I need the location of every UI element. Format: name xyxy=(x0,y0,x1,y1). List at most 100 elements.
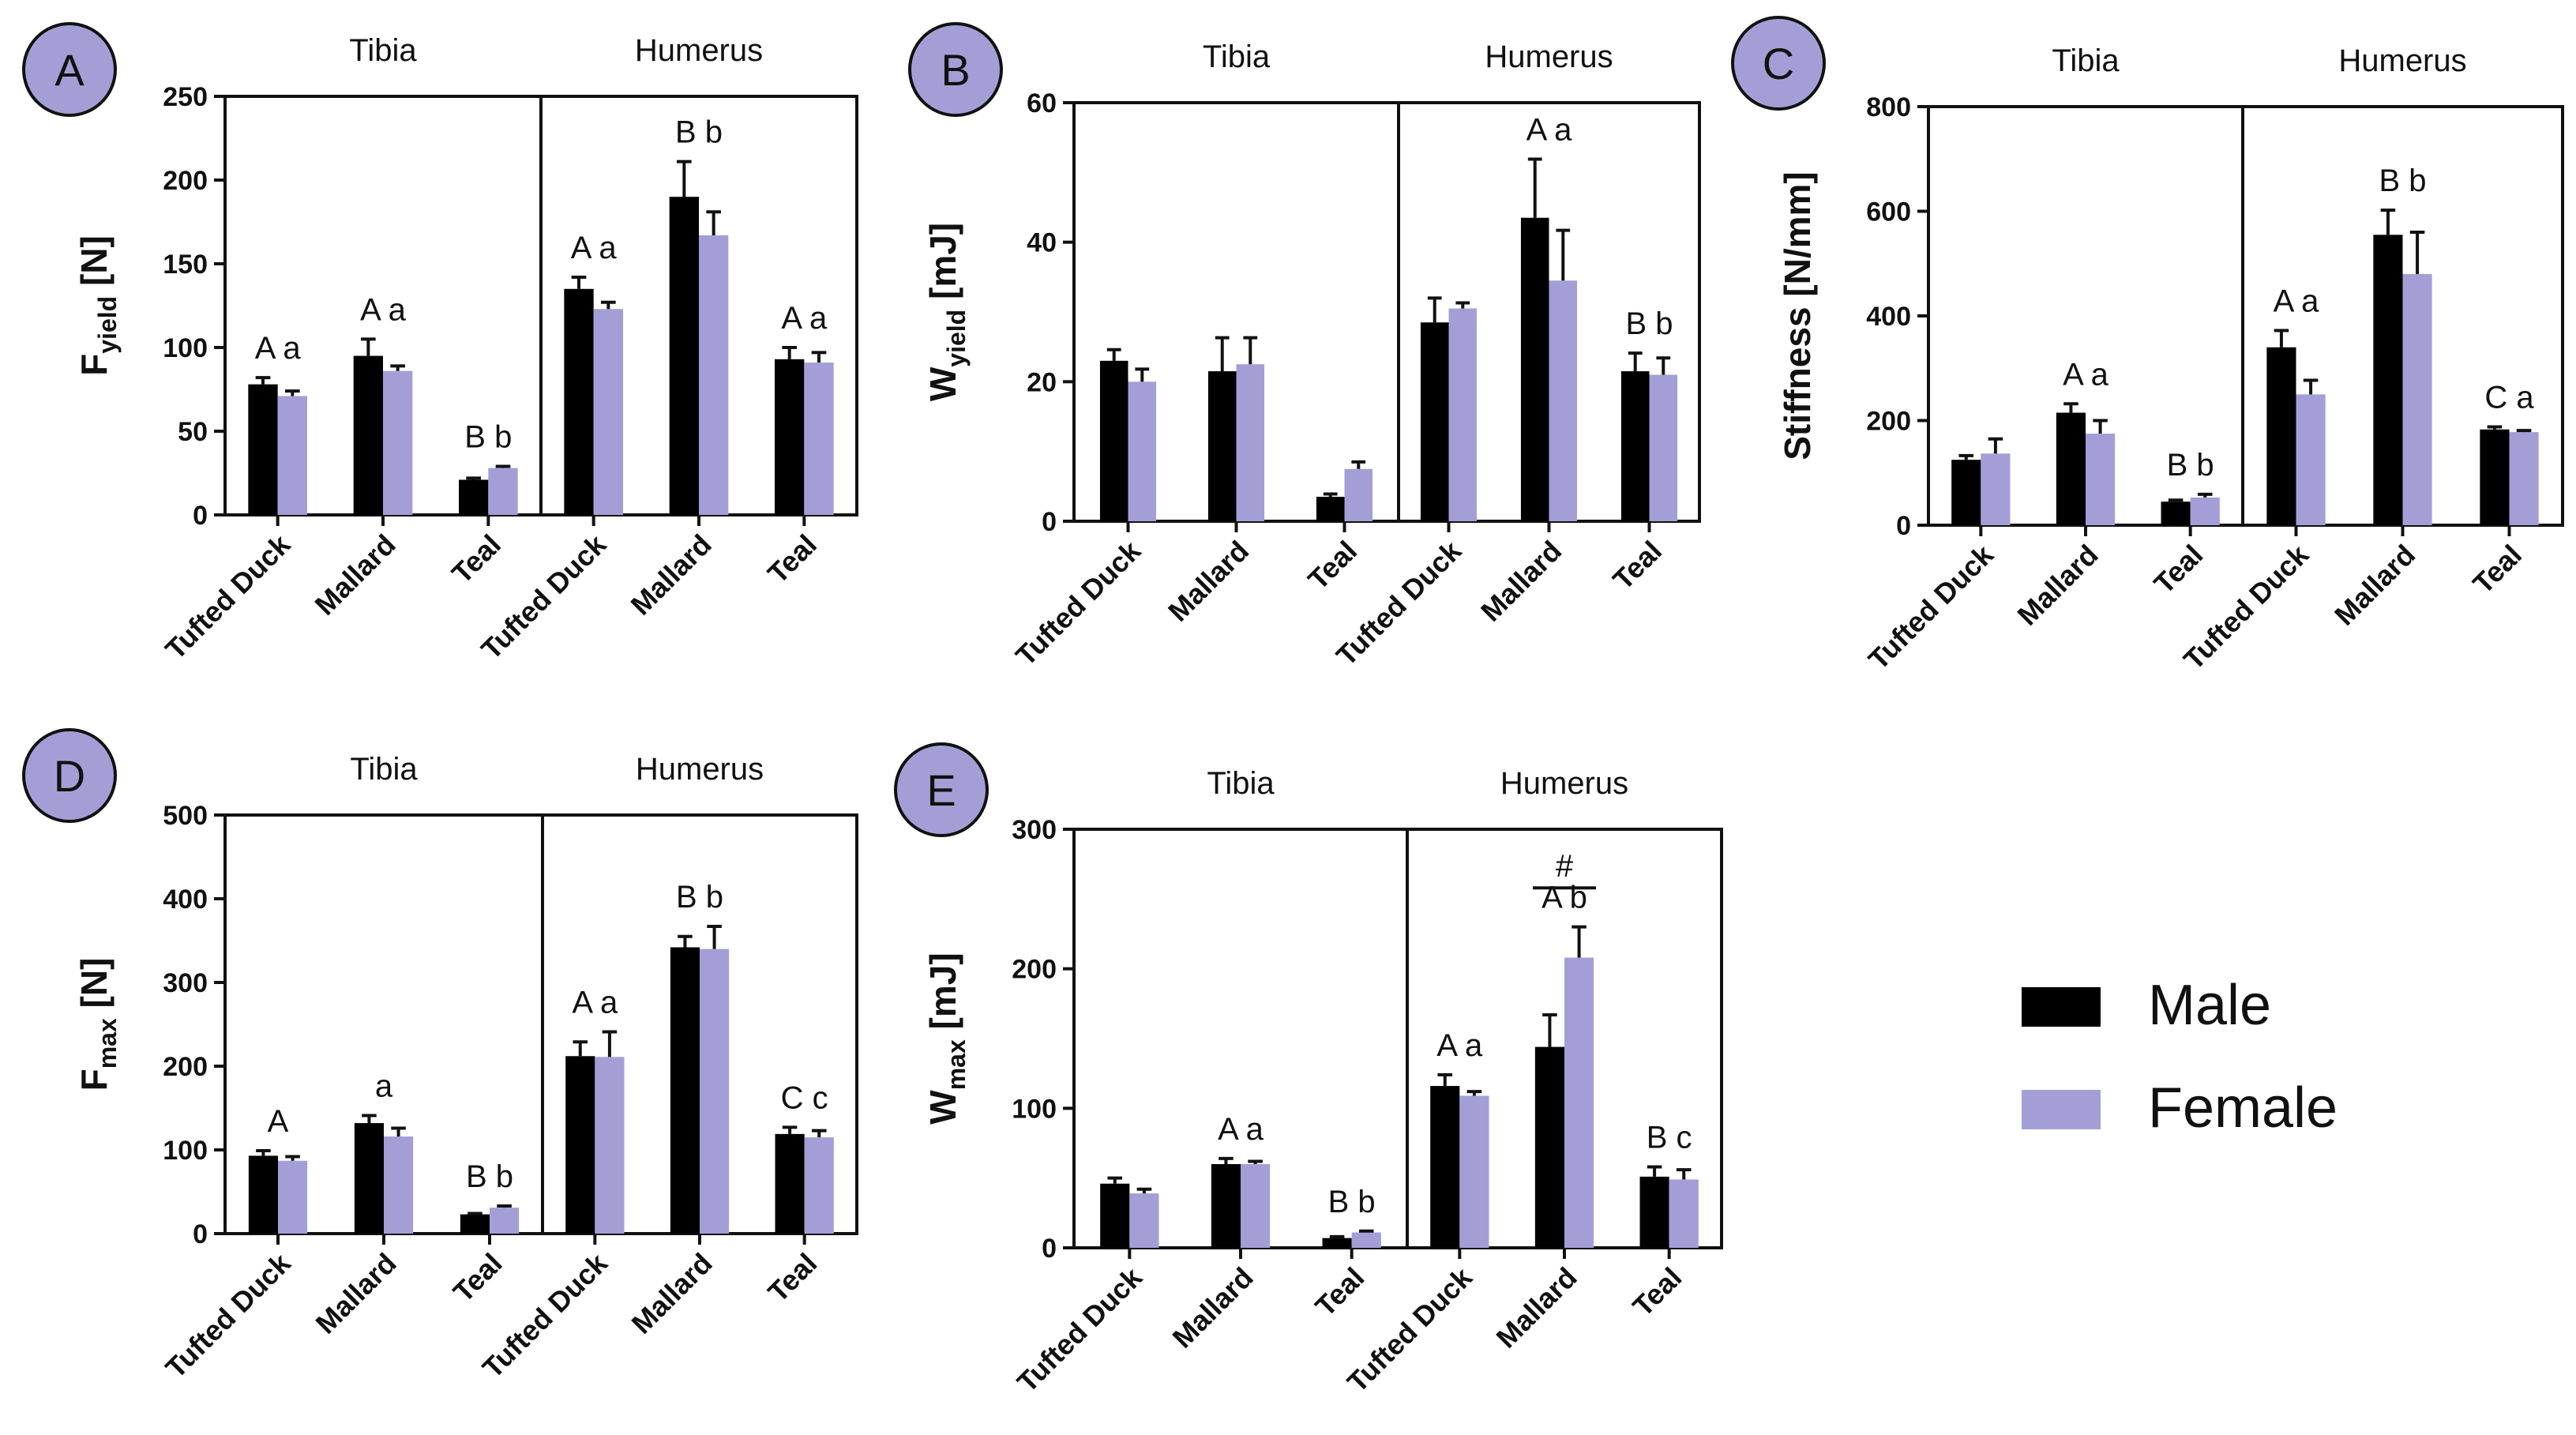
panel-e-category-label: Teal xyxy=(1309,1261,1370,1323)
panel-d-category-label: Tufted Duck xyxy=(159,1246,297,1384)
panel-c-category-label: Teal xyxy=(2147,539,2209,600)
panel-b-sig-letters: B b xyxy=(1625,306,1673,341)
panel-d-ytick-label: 500 xyxy=(163,801,208,831)
panel-e-bar-female xyxy=(1351,1232,1381,1248)
panel-b-category-label: Mallard xyxy=(1474,535,1568,628)
legend-swatch-male xyxy=(2022,987,2101,1027)
panel-b-bar-male xyxy=(1099,360,1128,521)
panel-a-badge-letter: A xyxy=(54,45,84,95)
panel-d-category-label: Teal xyxy=(447,1247,509,1309)
panel-a-sig-letters: A a xyxy=(255,331,302,366)
panel-d-ytick-label: 100 xyxy=(163,1136,208,1166)
panel-c-bar-female xyxy=(2509,432,2539,525)
panel-d-badge xyxy=(22,728,117,823)
panel-a-sig-letters: B b xyxy=(675,115,723,150)
panel-d-category-label: Teal xyxy=(761,1247,823,1309)
panel-b-bar-female xyxy=(1649,374,1678,521)
panel-c-badge-letter: C xyxy=(1763,39,1794,88)
panel-d-group-label: Humerus xyxy=(636,752,764,787)
panel-a-category-label: Teal xyxy=(445,528,507,590)
panel-c-category-label: Tufted Duck xyxy=(1862,538,2000,676)
legend-swatch-female xyxy=(2022,1090,2101,1129)
panel-b-badge-letter: B xyxy=(941,45,970,95)
panel-b-bar-male xyxy=(1316,497,1345,521)
panel-c-ytick-label: 200 xyxy=(1866,407,1911,437)
panel-e-bar-male xyxy=(1322,1238,1352,1248)
panel-e-ytick-label: 300 xyxy=(1012,815,1057,845)
panel-e-bar-female xyxy=(1564,957,1594,1248)
panel-a-ytick-label: 100 xyxy=(163,333,208,363)
panel-a-bar-male xyxy=(775,359,805,515)
panel-c-bar-female xyxy=(2402,274,2432,525)
panel-c-bar-male xyxy=(2266,347,2296,525)
panel-a-bar-male xyxy=(353,355,383,515)
panel-c-category-label: Mallard xyxy=(2328,539,2421,632)
panel-c-bar-male xyxy=(2373,235,2403,525)
panel-d-sig-letters: B b xyxy=(466,1159,513,1194)
panel-a-group-label: Tibia xyxy=(349,33,417,68)
panel-d-bar-male xyxy=(354,1123,384,1234)
panel-e-badge-letter: E xyxy=(926,765,956,815)
panel-b-badge xyxy=(908,22,1003,117)
panel-e-category-label: Tufted Duck xyxy=(1011,1260,1149,1399)
panel-c-sig-letters: B b xyxy=(2379,163,2426,198)
panel-d-ytick-label: 400 xyxy=(163,885,208,915)
panel-e-bar-male xyxy=(1100,1183,1130,1248)
panel-d-ytick-label: 0 xyxy=(193,1219,208,1249)
panel-a-sig-letters: A a xyxy=(781,301,828,336)
panel-c-sig-letters: B b xyxy=(2167,448,2214,483)
panel-e-bar-male xyxy=(1211,1164,1241,1248)
panel-d-bar-female xyxy=(490,1208,520,1234)
panel-d-ytick-label: 200 xyxy=(163,1052,208,1082)
panel-a-bar-female xyxy=(277,396,307,515)
panel-c-bar-male xyxy=(2480,429,2510,525)
panel-b-bar-male xyxy=(1420,322,1449,521)
panel-e-frame xyxy=(1072,828,1723,1249)
panel-d-bar-female xyxy=(700,949,730,1234)
panel-c-bar-female xyxy=(2086,434,2116,525)
panel-c-bar-male xyxy=(2161,501,2191,525)
panel-d-sig-letters: C c xyxy=(781,1080,828,1115)
panel-a-bar-female xyxy=(593,309,623,515)
panel-a-bar-female xyxy=(488,468,518,515)
legend: Male Female xyxy=(2022,974,2338,1140)
panel-a-bar-male xyxy=(248,384,278,515)
panel-d-bar-male xyxy=(565,1056,595,1234)
panel-c-category-label: Mallard xyxy=(2011,539,2105,632)
panel-a-ylabel: Fyield [N] xyxy=(73,235,122,376)
panel-a-ytick-label: 0 xyxy=(193,501,208,531)
panel-b-bar-female xyxy=(1236,364,1265,521)
panel-a-sig-letters: A a xyxy=(360,292,407,327)
panel-c-ytick-label: 0 xyxy=(1896,511,1911,541)
panel-a-bar-female xyxy=(804,363,834,515)
panel-b-ylabel: Wyield [mJ] xyxy=(922,223,971,401)
panel-c-bar-male xyxy=(2056,412,2086,525)
panel-d-category-label: Mallard xyxy=(625,1247,719,1340)
panel-a-bar-female xyxy=(699,235,729,515)
panel-b-category-label: Tufted Duck xyxy=(1009,534,1147,672)
panel-a-bar-female xyxy=(383,370,413,515)
panel-a-sig-letters: A a xyxy=(571,231,618,265)
panel-c-category-label: Teal xyxy=(2466,539,2528,600)
panel-c-ylabel: Stiffness [N/mm] xyxy=(1777,171,1818,460)
panel-e-bar-female xyxy=(1459,1095,1489,1248)
panel-a-ytick-label: 250 xyxy=(163,82,208,112)
panel-d-bar-female xyxy=(595,1057,625,1234)
panel-c-ytick-label: 400 xyxy=(1866,302,1911,332)
panel-b-bar-male xyxy=(1520,217,1549,521)
panel-e-sig-letters: A b xyxy=(1541,881,1587,915)
panel-d-bar-female xyxy=(384,1136,414,1234)
panel-d-bar-male xyxy=(460,1214,490,1234)
panel-c-sig-letters: A a xyxy=(2063,357,2109,392)
panel-b-category-label: Teal xyxy=(1301,535,1363,596)
panel-a-bar-male xyxy=(564,288,594,515)
panel-a-ytick-label: 200 xyxy=(163,166,208,196)
panel-d-bar-male xyxy=(775,1133,805,1234)
panel-b-bar-female xyxy=(1344,468,1373,521)
panel-a-category-label: Teal xyxy=(761,528,823,590)
panel-b-frame xyxy=(1072,101,1701,523)
panel-e-ytick-label: 0 xyxy=(1042,1234,1057,1264)
panel-b-category-label: Teal xyxy=(1606,535,1668,596)
panel-c-ytick-label: 600 xyxy=(1866,197,1911,227)
